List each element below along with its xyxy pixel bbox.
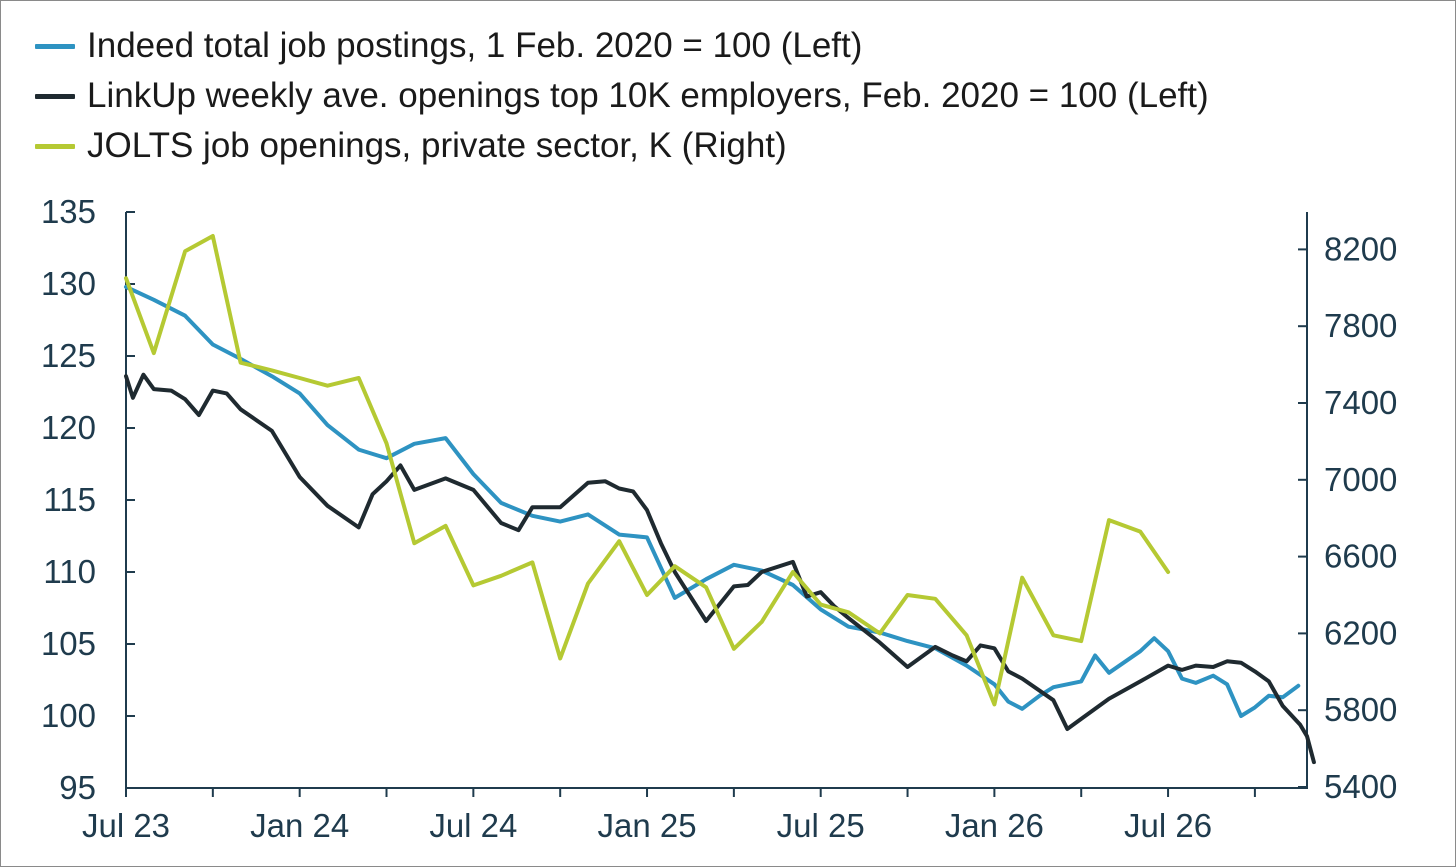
y-right-tick-label: 7000: [1324, 461, 1397, 498]
legend-item-indeed: Indeed total job postings, 1 Feb. 2020 =…: [35, 21, 1209, 71]
y-right-tick-label: 7400: [1324, 384, 1397, 421]
x-tick-label: Jul 24: [429, 807, 517, 844]
series-line-indeed: [124, 284, 1301, 718]
x-tick-label: Jan 26: [945, 807, 1044, 844]
legend-label-jolts: JOLTS job openings, private sector, K (R…: [87, 126, 787, 165]
legend-swatch-indeed: [35, 43, 75, 49]
x-tick-label: Jan 24: [250, 807, 349, 844]
y-right-tick-label: 5400: [1324, 768, 1397, 805]
x-tick-label: Jan 25: [597, 807, 696, 844]
y-left-tick-label: 120: [41, 409, 96, 446]
y-left-tick-label: 105: [41, 625, 96, 662]
legend-swatch-jolts: [35, 143, 75, 149]
y-left-tick-label: 130: [41, 265, 96, 302]
y-right-tick-label: 6200: [1324, 614, 1397, 651]
series-line-linkup: [124, 372, 1316, 765]
y-left-tick-label: 95: [59, 769, 96, 806]
axes: 95 100 105 110 115 120 125 130 135 5400 5800 6200 66…: [41, 193, 1397, 844]
y-left-tick-label: 110: [43, 553, 96, 590]
y-right-tick-label: 5800: [1324, 691, 1397, 728]
y-left-tick-label: 115: [43, 481, 96, 518]
x-tick-label: Jul 25: [777, 807, 865, 844]
y-left-tick-label: 135: [41, 193, 96, 230]
legend-swatch-linkup: [35, 93, 75, 99]
x-tick-label: Jul 23: [82, 807, 170, 844]
legend-item-jolts: JOLTS job openings, private sector, K (R…: [35, 121, 1209, 171]
y-right-tick-label: 8200: [1324, 230, 1397, 267]
y-left-tick-label: 125: [41, 337, 96, 374]
legend: Indeed total job postings, 1 Feb. 2020 =…: [35, 21, 1209, 171]
series-line-jolts: [124, 234, 1171, 707]
x-tick-label: Jul 26: [1124, 807, 1212, 844]
legend-item-linkup: LinkUp weekly ave. openings top 10K empl…: [35, 71, 1209, 121]
y-right-tick-label: 7800: [1324, 307, 1397, 344]
y-left-tick-label: 100: [41, 697, 96, 734]
series-lines: [124, 234, 1316, 765]
y-right-tick-label: 6600: [1324, 538, 1397, 575]
legend-label-linkup: LinkUp weekly ave. openings top 10K empl…: [87, 76, 1209, 115]
legend-label-indeed: Indeed total job postings, 1 Feb. 2020 =…: [87, 26, 863, 65]
